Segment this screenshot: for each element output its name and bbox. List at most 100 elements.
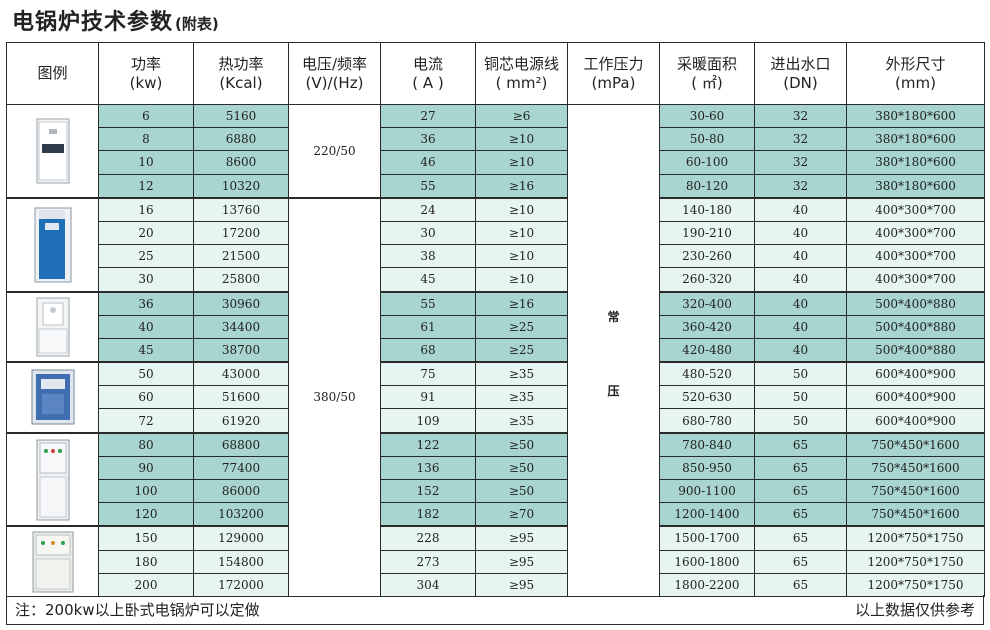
cell-wire: ≥95 bbox=[475, 572, 568, 597]
table-row: 12 10320 55 ≥16 80-120 32 380*180*600 bbox=[7, 173, 985, 199]
cell-dn: 65 bbox=[754, 478, 847, 504]
cell-power: 10 bbox=[98, 150, 194, 175]
table-row: 16 13760 380/50 24 ≥10 140-180 40 400*300*700 bbox=[6, 196, 985, 597]
boiler-image-2 bbox=[6, 196, 99, 292]
table-row: 25 21500 38 ≥10 230-260 40 400*300*700 bbox=[7, 244, 985, 269]
header-unit: (mm) bbox=[895, 73, 936, 92]
cell-size: 1200*750*1750 bbox=[846, 549, 985, 574]
cell-heat-power: 61920 bbox=[193, 408, 289, 434]
cell-power: 80 bbox=[98, 431, 194, 457]
table-row: 90 77400 136 ≥50 850-950 65 750*450*1600 bbox=[7, 455, 985, 481]
header-unit: ( ㎡) bbox=[691, 73, 723, 92]
cell-heat-power: 13760 bbox=[193, 196, 289, 222]
cell-current: 45 bbox=[380, 267, 476, 292]
cell-area: 60-100 bbox=[659, 150, 755, 175]
header-label: 工作压力 bbox=[583, 54, 644, 73]
cell-size: 380*180*600 bbox=[846, 150, 985, 175]
cell-heat-power: 43000 bbox=[193, 361, 289, 387]
cell-power: 40 bbox=[98, 314, 194, 339]
header-label: 电流 bbox=[412, 54, 443, 73]
cell-wire: ≥50 bbox=[475, 455, 568, 481]
cell-wire: ≥35 bbox=[475, 385, 568, 410]
cell-power: 45 bbox=[98, 337, 194, 363]
cell-current: 61 bbox=[380, 314, 476, 339]
cell-power: 25 bbox=[98, 244, 194, 269]
cell-size: 400*300*700 bbox=[846, 267, 985, 292]
cell-area: 190-210 bbox=[659, 220, 755, 246]
cell-wire: ≥70 bbox=[475, 502, 568, 527]
cell-area: 50-80 bbox=[659, 127, 755, 152]
cell-current: 27 bbox=[380, 103, 476, 129]
cell-heat-power: 25800 bbox=[193, 267, 289, 292]
cell-area: 780-840 bbox=[659, 431, 755, 457]
header-label: 功率 bbox=[130, 54, 161, 73]
cell-wire: ≥10 bbox=[475, 127, 568, 152]
table-row: 120 103200 182 ≥70 1200-1400 65 750*450*1600 bbox=[7, 502, 985, 527]
header-label: 铜芯电源线 bbox=[483, 54, 559, 73]
cell-heat-power: 129000 bbox=[193, 525, 289, 551]
cell-heat-power: 6880 bbox=[193, 127, 289, 152]
cell-current: 109 bbox=[380, 408, 476, 434]
cell-dn: 40 bbox=[754, 290, 847, 316]
cell-dn: 40 bbox=[754, 244, 847, 269]
header-col-4: 电流( A ) bbox=[380, 42, 476, 105]
table-row: 72 61920 109 ≥35 680-780 50 600*400*900 bbox=[7, 408, 985, 434]
cell-size: 380*180*600 bbox=[846, 103, 985, 129]
cell-power: 50 bbox=[98, 361, 194, 387]
cell-dn: 65 bbox=[754, 549, 847, 574]
cell-size: 750*450*1600 bbox=[846, 431, 985, 457]
cell-voltage-high: 380/50 bbox=[288, 196, 381, 597]
cell-wire: ≥25 bbox=[475, 337, 568, 363]
pressure-char-1: 常 bbox=[607, 310, 620, 325]
cell-area: 420-480 bbox=[659, 337, 755, 363]
cell-size: 380*180*600 bbox=[846, 127, 985, 152]
pressure-char-2: 压 bbox=[607, 384, 620, 399]
cell-current: 152 bbox=[380, 478, 476, 504]
cell-current: 38 bbox=[380, 244, 476, 269]
cell-area: 80-120 bbox=[659, 173, 755, 199]
cell-area: 850-950 bbox=[659, 455, 755, 481]
cell-size: 1200*750*1750 bbox=[846, 572, 985, 597]
boiler-image-1 bbox=[6, 103, 99, 199]
header-row: 图例 功率 (kw) 热功率 (Kcal) 电压/频率 (V)/(Hz) 电流( A ) 铜芯电… bbox=[6, 42, 985, 105]
cell-dn: 40 bbox=[754, 220, 847, 246]
table-row: 180 154800 273 ≥95 1600-1800 65 1200*750*1750 bbox=[7, 549, 985, 574]
cell-wire: ≥10 bbox=[475, 220, 568, 246]
cell-dn: 50 bbox=[754, 408, 847, 434]
cell-size: 750*450*1600 bbox=[846, 478, 985, 504]
cell-dn: 65 bbox=[754, 525, 847, 551]
table-row: 30 25800 45 ≥10 260-320 40 400*300*700 bbox=[7, 267, 985, 292]
cell-size: 1200*750*1750 bbox=[846, 525, 985, 551]
cell-area: 1500-1700 bbox=[659, 525, 755, 551]
cell-area: 1800-2200 bbox=[659, 572, 755, 597]
cell-power: 100 bbox=[98, 478, 194, 504]
cell-area: 320-400 bbox=[659, 290, 755, 316]
header-label: 进出水口 bbox=[770, 54, 831, 73]
header-unit: (DN) bbox=[783, 73, 818, 92]
cell-current: 68 bbox=[380, 337, 476, 363]
cell-heat-power: 51600 bbox=[193, 385, 289, 410]
cell-heat-power: 154800 bbox=[193, 549, 289, 574]
cell-current: 228 bbox=[380, 525, 476, 551]
header-col-5: 铜芯电源线( mm²) bbox=[475, 42, 568, 105]
cell-current: 122 bbox=[380, 431, 476, 457]
cell-wire: ≥50 bbox=[475, 478, 568, 504]
cell-power: 120 bbox=[98, 502, 194, 527]
cell-area: 360-420 bbox=[659, 314, 755, 339]
cell-power: 180 bbox=[98, 549, 194, 574]
cell-power: 12 bbox=[98, 173, 194, 199]
cell-heat-power: 30960 bbox=[193, 290, 289, 316]
cell-area: 1200-1400 bbox=[659, 502, 755, 527]
cell-dn: 50 bbox=[754, 361, 847, 387]
cell-wire: ≥10 bbox=[475, 267, 568, 292]
cell-dn: 65 bbox=[754, 502, 847, 527]
page-title: 电锅炉技术参数 (附表) bbox=[12, 4, 219, 38]
cell-heat-power: 8600 bbox=[193, 150, 289, 175]
cell-heat-power: 34400 bbox=[193, 314, 289, 339]
cell-power: 6 bbox=[98, 103, 194, 129]
cell-area: 1600-1800 bbox=[659, 549, 755, 574]
cell-dn: 65 bbox=[754, 431, 847, 457]
header-col-6: 工作压力 (mPa) bbox=[567, 42, 660, 105]
cell-size: 600*400*900 bbox=[846, 361, 985, 387]
cell-power: 8 bbox=[98, 127, 194, 152]
